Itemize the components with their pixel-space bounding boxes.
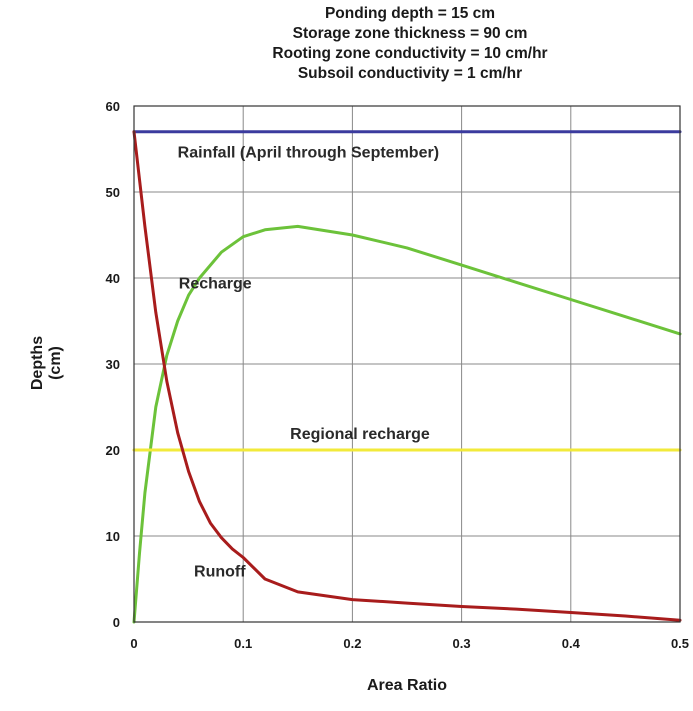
title-line-4: Subsoil conductivity = 1 cm/hr: [297, 65, 523, 82]
y-tick-label: 0: [113, 615, 120, 630]
y-tick-label: 30: [106, 357, 120, 372]
series-lines: [132, 130, 682, 624]
series-line-recharge: [132, 224, 682, 624]
y-tick-label: 40: [106, 271, 120, 286]
plot-frame: [133, 105, 681, 623]
y-tick-label: 20: [106, 443, 120, 458]
chart-title: Ponding depth = 15 cm Storage zone thick…: [140, 4, 680, 84]
y-tick-label: 60: [106, 99, 120, 114]
annotation-rainfall: Rainfall (April through September): [178, 145, 439, 162]
title-line-2: Storage zone thickness = 90 cm: [292, 25, 528, 42]
y-axis-label-line-1: Depths: [29, 336, 46, 390]
annotations: Rainfall (April through September) Rechar…: [178, 145, 439, 581]
x-tick-label: 0.2: [343, 636, 361, 651]
x-tick-label: 0.5: [671, 636, 689, 651]
x-tick-label: 0.3: [453, 636, 471, 651]
y-tick-label: 50: [106, 185, 120, 200]
y-axis-label-line-2: (cm): [47, 346, 64, 380]
x-tick-label: 0.1: [234, 636, 252, 651]
series-line-runoff: [132, 130, 682, 622]
y-tick-labels: 0 10 20 30 40 50 60: [106, 99, 120, 630]
x-tick-label: 0: [130, 636, 137, 651]
y-tick-label: 10: [106, 529, 120, 544]
title-line-3: Rooting zone conductivity = 10 cm/hr: [272, 45, 548, 62]
annotation-recharge: Recharge: [179, 275, 252, 292]
title-line-1: Ponding depth = 15 cm: [324, 5, 496, 22]
annotation-runoff: Runoff: [194, 563, 246, 580]
x-tick-labels: 0 0.1 0.2 0.3 0.4 0.5: [130, 636, 689, 651]
annotation-regional: Regional recharge: [290, 426, 430, 443]
x-tick-label: 0.4: [562, 636, 581, 651]
x-axis-label: Area Ratio: [367, 677, 447, 694]
